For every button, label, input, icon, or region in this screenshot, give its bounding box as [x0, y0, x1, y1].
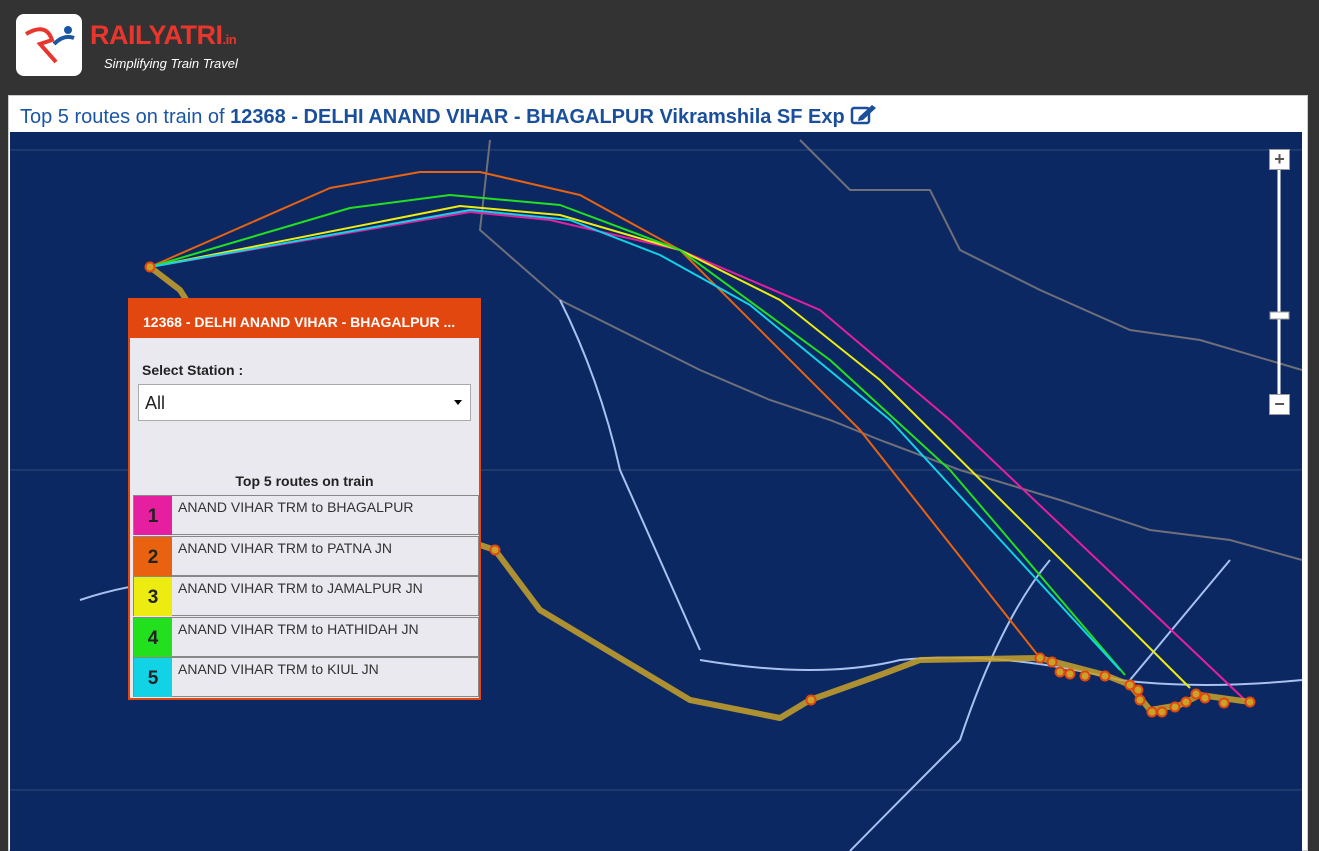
logo[interactable]: [16, 14, 82, 76]
train-name: 12368 - DELHI ANAND VIHAR - BHAGALPUR Vi…: [230, 106, 845, 128]
route-rank: 3: [134, 577, 172, 616]
brand-name: RAILYATRI: [90, 20, 223, 50]
zoom-in[interactable]: +: [1269, 149, 1290, 170]
brand-suffix: .in: [222, 32, 237, 47]
panel-title: 12368 - DELHI ANAND VIHAR - BHAGALPUR ..…: [130, 300, 479, 338]
title-prefix: Top 5 routes on train of: [20, 106, 225, 128]
route-item[interactable]: 1 ANAND VIHAR TRM to BHAGALPUR: [133, 495, 479, 535]
route-label: ANAND VIHAR TRM to HATHIDAH JN: [178, 620, 419, 637]
select-label: Select Station :: [142, 362, 244, 378]
route-panel: 12368 - DELHI ANAND VIHAR - BHAGALPUR ..…: [128, 298, 481, 700]
logo-icon: [24, 26, 75, 64]
station-select[interactable]: All: [138, 384, 471, 421]
brand: RAILYATRI.in: [90, 20, 237, 51]
edit-icon[interactable]: [850, 103, 878, 125]
route-label: ANAND VIHAR TRM to PATNA JN: [178, 539, 392, 556]
route-item[interactable]: 2 ANAND VIHAR TRM to PATNA JN: [133, 535, 479, 576]
route-rank: 2: [134, 536, 172, 576]
route-item[interactable]: 4 ANAND VIHAR TRM to HATHIDAH JN: [133, 616, 479, 657]
list-title: Top 5 routes on train: [235, 473, 374, 489]
route-rank: 1: [134, 496, 172, 535]
route-label: ANAND VIHAR TRM to JAMALPUR JN: [178, 580, 423, 596]
route-item[interactable]: 3 ANAND VIHAR TRM to JAMALPUR JN: [133, 576, 479, 616]
route-item[interactable]: 5 ANAND VIHAR TRM to KIUL JN: [133, 657, 479, 697]
route-rank: 5: [134, 658, 172, 697]
route-rank: 4: [134, 617, 172, 657]
route-label: ANAND VIHAR TRM to BHAGALPUR: [178, 499, 414, 515]
tagline: Simplifying Train Travel: [104, 56, 238, 71]
page-title: Top 5 routes on train of 12368 - DELHI A…: [20, 103, 878, 129]
route-label: ANAND VIHAR TRM to KIUL JN: [178, 661, 379, 677]
zoom-out[interactable]: −: [1269, 394, 1290, 415]
